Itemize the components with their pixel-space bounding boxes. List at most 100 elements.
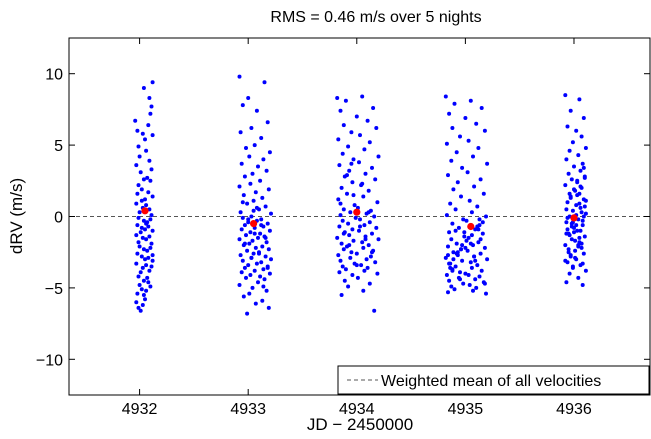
data-point [578,205,583,210]
data-point [358,133,362,138]
data-point [579,241,584,246]
data-point [450,268,455,273]
data-point [564,220,569,225]
data-point [482,281,487,286]
data-point [365,118,370,123]
data-point [469,210,474,215]
data-point [465,248,470,253]
data-point [244,275,248,280]
data-point [350,273,355,277]
data-point [370,231,374,236]
data-point [468,98,473,103]
data-point [458,134,462,139]
data-point [246,217,251,222]
data-point [577,235,582,240]
data-point [260,244,265,249]
data-point [453,207,458,212]
data-point [338,258,343,263]
data-point [580,261,585,266]
data-point [456,225,461,230]
data-point [338,108,343,113]
data-point [473,227,478,232]
data-point [583,268,588,273]
data-point [461,217,466,222]
data-point [239,161,244,166]
data-point [581,251,586,256]
data-point [150,194,155,199]
data-point [254,205,259,210]
data-point [259,136,264,140]
data-point [145,275,150,280]
data-point [363,171,368,176]
data-point [135,191,140,196]
data-point [350,180,355,185]
data-point [580,283,585,287]
data-point [581,214,586,219]
data-point [574,223,579,228]
data-point [451,250,456,255]
data-point [583,198,588,203]
data-point [354,251,359,256]
data-point [146,255,151,260]
data-point [262,80,267,85]
data-point [570,264,575,269]
data-point [362,268,367,273]
data-point [237,283,242,287]
data-point [479,268,484,273]
data-point [578,228,583,233]
data-point [241,294,246,299]
data-point [134,233,139,238]
data-point [143,227,147,232]
data-point [370,165,374,170]
data-point [361,288,366,293]
data-point [574,128,579,133]
data-point [337,163,342,168]
data-point [347,168,352,173]
data-point [261,267,266,272]
data-point [248,230,253,235]
data-point [337,224,342,229]
data-point [149,104,154,109]
data-point [135,128,140,133]
data-point [452,287,457,292]
data-point [147,234,152,239]
data-point [575,193,580,198]
data-point [577,201,582,206]
x-tick-label: 4934 [339,401,375,418]
data-point [450,126,455,130]
data-point [238,130,243,135]
data-point [572,230,576,235]
data-point [267,228,272,233]
data-point [136,274,141,279]
data-point [237,184,242,189]
data-point [343,267,348,272]
data-point [259,217,264,222]
data-point [335,96,340,100]
data-point [143,137,147,142]
data-point [448,201,453,206]
data-point [251,208,256,213]
data-point [367,281,372,286]
data-point [473,277,478,282]
data-point [366,188,371,193]
data-point [449,158,454,163]
data-point [237,237,242,242]
data-point [467,198,472,203]
data-point [339,185,344,190]
data-point [247,241,252,246]
data-point [264,168,269,173]
data-point [475,224,480,229]
data-point [341,247,346,252]
data-point [564,157,569,162]
data-point [248,181,253,186]
data-point [472,184,477,189]
data-point [569,237,574,242]
data-point [469,233,474,238]
data-point [354,114,359,119]
data-point [137,244,142,249]
data-point [135,251,140,256]
data-point [568,108,573,113]
data-point [144,263,149,268]
data-point [465,170,470,175]
data-point [145,248,150,253]
